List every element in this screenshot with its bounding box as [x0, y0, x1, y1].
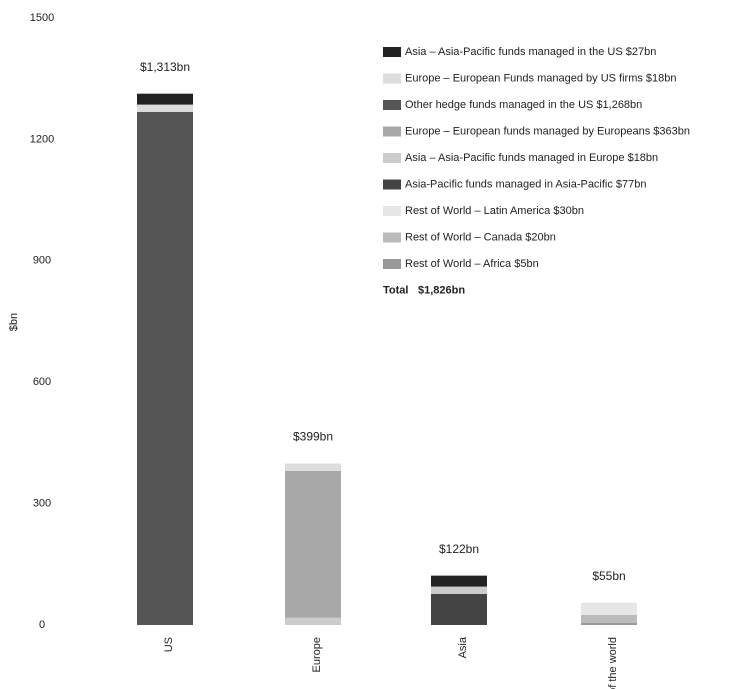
legend-swatch — [383, 232, 401, 243]
legend-swatch — [383, 126, 401, 137]
legend-swatch — [383, 100, 401, 110]
bar-segment — [137, 111, 193, 625]
y-tick-label: 600 — [33, 376, 51, 388]
legend-swatch — [383, 153, 401, 163]
bar-segment — [431, 593, 487, 625]
bar-segment — [431, 586, 487, 594]
legend-swatch — [383, 179, 401, 190]
legend-label: Asia-Pacific funds managed in Asia-Pacif… — [405, 178, 647, 190]
y-tick-label: 1500 — [30, 12, 54, 24]
legend-swatch — [383, 259, 401, 269]
bar-segment — [581, 614, 637, 623]
x-tick-label: Asia — [457, 636, 469, 658]
x-tick-label: US — [163, 637, 175, 652]
bar-segment — [581, 622, 637, 625]
y-tick-label: 300 — [33, 498, 51, 510]
bar-segment — [137, 93, 193, 105]
x-tick-label: Rest of the world — [607, 637, 619, 689]
total-label: $1,313bn — [140, 60, 190, 74]
legend-label: Europe – European funds managed by Europ… — [405, 125, 690, 137]
x-tick-label: Europe — [311, 637, 323, 672]
y-tick-label: 0 — [39, 619, 45, 631]
bar-segment — [285, 470, 341, 618]
bar-segment — [285, 617, 341, 625]
legend-swatch — [383, 73, 401, 84]
bar-segment — [137, 104, 193, 112]
legend-label: Asia – Asia-Pacific funds managed in the… — [405, 46, 656, 58]
total-label: $122bn — [439, 542, 479, 556]
total-label: $55bn — [592, 569, 625, 583]
legend-label: Rest of World – Latin America $30bn — [405, 205, 584, 217]
bar-segment — [285, 463, 341, 471]
y-axis-label: $bn — [8, 313, 20, 331]
legend-label: Rest of World – Canada $20bn — [405, 231, 556, 243]
legend-label: Rest of World – Africa $5bn — [405, 258, 539, 270]
legend-swatch — [383, 47, 401, 57]
legend-label: Other hedge funds managed in the US $1,2… — [405, 99, 642, 111]
y-tick-label: 900 — [33, 255, 51, 267]
bar-segment — [581, 602, 637, 615]
legend-swatch — [383, 206, 401, 216]
y-tick-label: 1200 — [30, 133, 54, 145]
legend-total-value: $1,826bn — [418, 284, 465, 296]
bar-segment — [431, 575, 487, 587]
legend-total-label: Total — [383, 284, 408, 296]
legend-label: Europe – European Funds managed by US fi… — [405, 72, 677, 84]
legend-label: Asia – Asia-Pacific funds managed in Eur… — [405, 152, 658, 164]
total-label: $399bn — [293, 430, 333, 444]
